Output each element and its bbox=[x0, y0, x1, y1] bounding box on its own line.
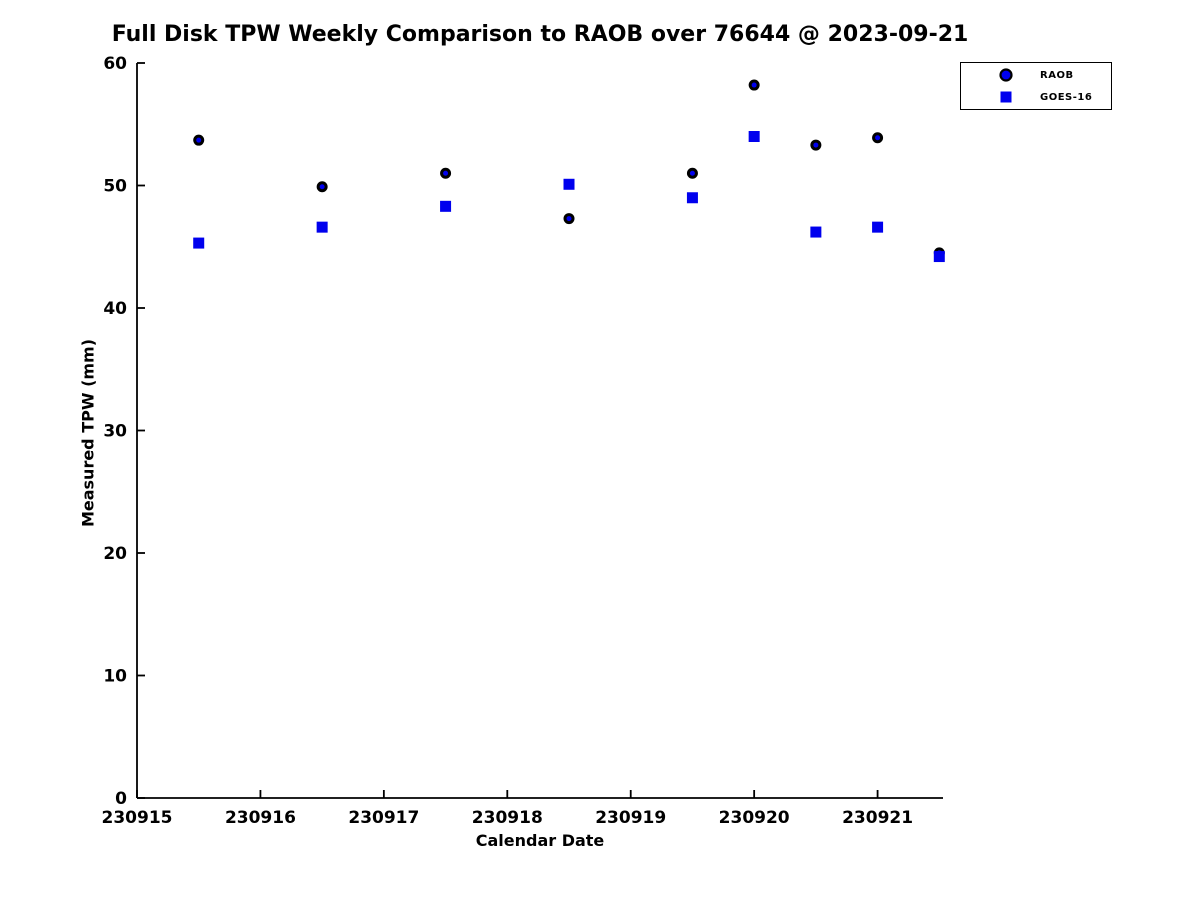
y-tick-label: 30 bbox=[103, 422, 127, 442]
y-tick-label: 10 bbox=[103, 667, 127, 687]
raob-marker bbox=[440, 167, 452, 179]
goes16-marker bbox=[810, 226, 822, 238]
y-axis-label: Measured TPW (mm) bbox=[78, 338, 98, 528]
y-tick-label: 40 bbox=[103, 299, 127, 319]
raob-circle-icon bbox=[999, 68, 1013, 82]
goes16-marker bbox=[563, 178, 575, 190]
x-tick-label: 230918 bbox=[472, 808, 543, 828]
goes16-marker bbox=[440, 200, 452, 212]
goes16-marker bbox=[933, 251, 945, 263]
goes16-marker bbox=[193, 237, 205, 249]
x-tick-label: 230917 bbox=[348, 808, 419, 828]
chart-title: Full Disk TPW Weekly Comparison to RAOB … bbox=[111, 22, 969, 47]
raob-marker bbox=[316, 181, 328, 193]
goes16-marker bbox=[748, 131, 760, 142]
goes16-marker bbox=[872, 221, 884, 233]
raob-marker bbox=[193, 134, 205, 146]
raob-marker bbox=[563, 213, 575, 225]
goes16-square-icon bbox=[1000, 91, 1012, 103]
legend-label-raob: RAOB bbox=[1040, 69, 1074, 81]
y-tick-label: 50 bbox=[103, 177, 127, 197]
raob-marker bbox=[748, 79, 760, 91]
legend: RAOB GOES-16 bbox=[960, 62, 1112, 110]
goes16-marker bbox=[316, 221, 328, 233]
x-tick-label: 230919 bbox=[595, 808, 666, 828]
y-tick-label: 20 bbox=[103, 544, 127, 564]
legend-label-goes16: GOES-16 bbox=[1040, 91, 1093, 103]
y-tick-label: 60 bbox=[103, 54, 127, 74]
legend-entry-goes16: GOES-16 bbox=[961, 87, 1111, 107]
x-tick-label: 230916 bbox=[225, 808, 296, 828]
x-tick-label: 230921 bbox=[842, 808, 913, 828]
raob-marker bbox=[872, 132, 884, 144]
x-axis-label: Calendar Date bbox=[475, 831, 605, 850]
raob-marker bbox=[686, 167, 698, 179]
legend-entry-raob: RAOB bbox=[961, 65, 1111, 85]
goes16-marker bbox=[686, 192, 698, 204]
x-tick-label: 230920 bbox=[719, 808, 790, 828]
y-tick-label: 0 bbox=[115, 789, 127, 809]
raob-marker bbox=[810, 139, 822, 151]
x-tick-label: 230915 bbox=[102, 808, 173, 828]
